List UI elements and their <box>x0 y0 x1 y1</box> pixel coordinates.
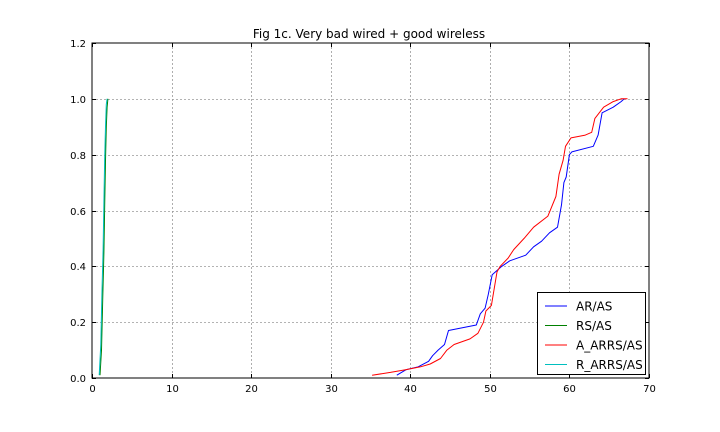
y-tick-label: 1.2 <box>70 39 86 50</box>
legend-label: R_ARRS/AS <box>576 358 643 372</box>
series-line-a-arrs-as <box>372 98 628 376</box>
legend-label: AR/AS <box>576 300 612 314</box>
plot-frame <box>91 42 650 379</box>
x-tick-label: 20 <box>245 384 258 395</box>
x-tick-label: 40 <box>404 384 417 395</box>
y-tick-label: 0.8 <box>70 151 86 162</box>
series-line-rs-as <box>99 98 109 376</box>
x-tick-label: 50 <box>484 384 497 395</box>
y-tick-label: 1.0 <box>70 95 86 106</box>
legend-label: A_ARRS/AS <box>576 339 643 353</box>
y-tick-label: 0.2 <box>70 318 86 329</box>
y-tick-label: 0.0 <box>70 374 86 385</box>
x-tick-label: 0 <box>89 384 95 395</box>
legend: AR/AS RS/AS A_ARRS/AS R_ARRS/AS <box>537 292 646 375</box>
series-layer <box>98 98 628 376</box>
chart-title: Fig 1c. Very bad wired + good wireless <box>253 27 485 41</box>
x-tick-label: 60 <box>563 384 576 395</box>
x-tick-label: 10 <box>166 384 179 395</box>
legend-label: RS/AS <box>576 319 612 333</box>
y-tick-label: 0.6 <box>70 207 86 218</box>
x-tick-label: 70 <box>643 384 656 395</box>
series-line-ar-as <box>396 98 625 376</box>
tick-layer: 0 10 20 30 40 50 60 70 0.0 0.2 0.4 0.6 0.8 1.0 1.2 <box>70 39 656 395</box>
y-tick-label: 0.4 <box>70 262 86 273</box>
series-line-r-arrs-as <box>98 98 108 376</box>
x-tick-label: 30 <box>325 384 338 395</box>
